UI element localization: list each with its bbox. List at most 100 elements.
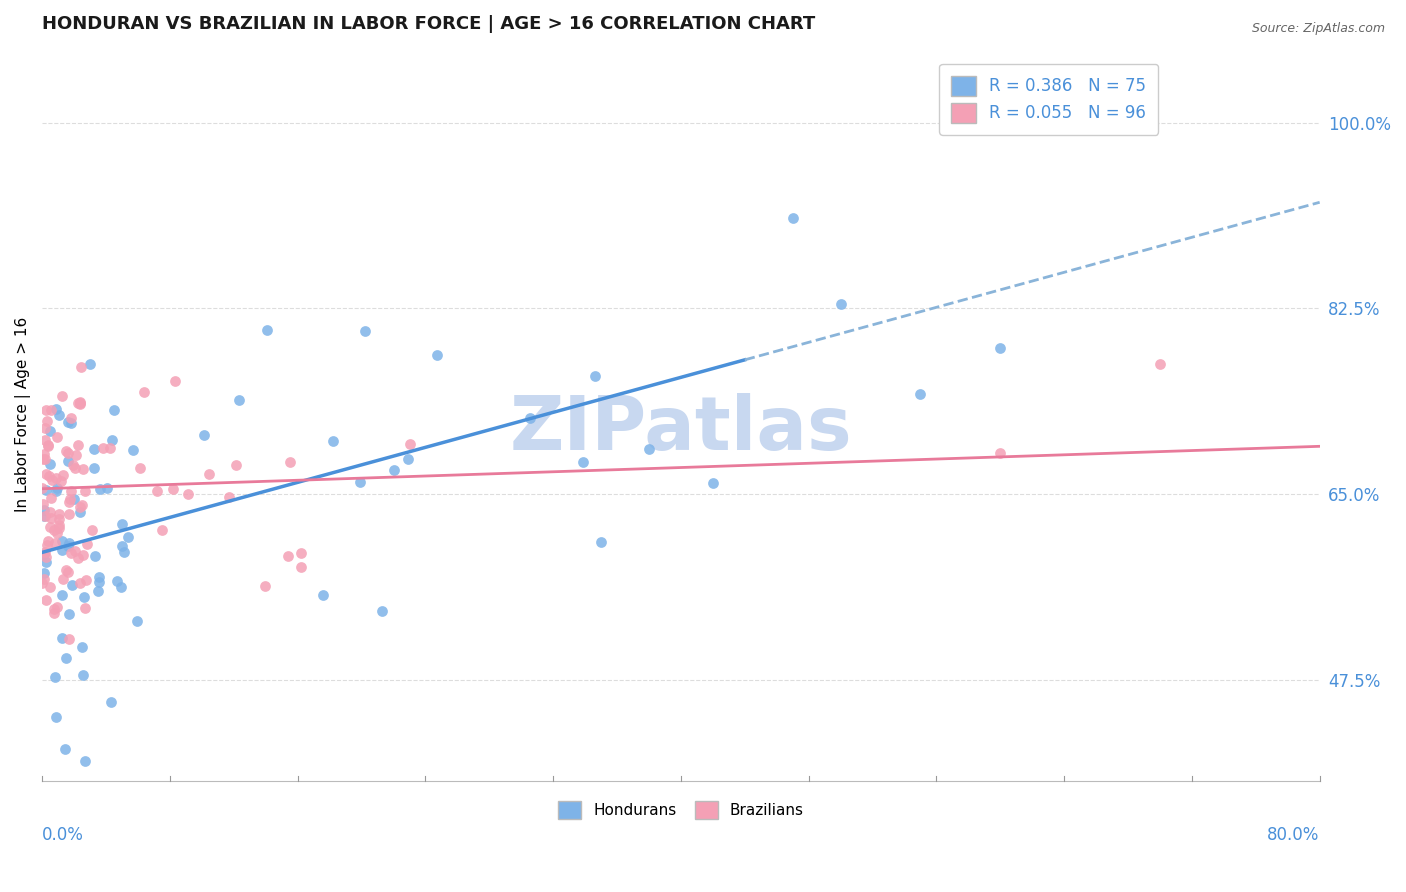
Point bbox=[69, 500, 91, 514]
Point bbox=[228, 393, 250, 408]
Point bbox=[62, 491, 84, 506]
Point bbox=[69, 575, 91, 590]
Point bbox=[37, 438, 59, 452]
Point bbox=[32, 572, 55, 586]
Point bbox=[52, 467, 75, 482]
Point bbox=[55, 651, 77, 665]
Y-axis label: In Labor Force | Age > 16: In Labor Force | Age > 16 bbox=[15, 317, 31, 512]
Point bbox=[49, 474, 72, 488]
Point bbox=[111, 540, 134, 554]
Point bbox=[72, 668, 94, 682]
Point bbox=[72, 462, 94, 476]
Point bbox=[277, 549, 299, 563]
Point bbox=[58, 607, 80, 622]
Point bbox=[253, 578, 276, 592]
Point bbox=[830, 297, 852, 311]
Point bbox=[589, 535, 612, 549]
Point bbox=[290, 546, 312, 560]
Point bbox=[69, 395, 91, 409]
Point bbox=[46, 430, 69, 444]
Point bbox=[42, 601, 65, 615]
Point bbox=[134, 384, 156, 399]
Point bbox=[91, 441, 114, 455]
Point bbox=[58, 540, 80, 554]
Point bbox=[35, 414, 58, 428]
Point bbox=[37, 534, 59, 549]
Point bbox=[225, 458, 247, 472]
Point bbox=[58, 495, 80, 509]
Point bbox=[44, 606, 66, 620]
Text: ZIPatlas: ZIPatlas bbox=[509, 392, 852, 466]
Point bbox=[83, 442, 105, 456]
Point bbox=[107, 574, 129, 588]
Point bbox=[70, 640, 93, 654]
Point bbox=[98, 442, 121, 456]
Point bbox=[910, 387, 932, 401]
Point bbox=[62, 458, 84, 472]
Point bbox=[31, 576, 53, 591]
Point bbox=[150, 523, 173, 537]
Point bbox=[86, 584, 108, 599]
Point bbox=[34, 421, 56, 435]
Point bbox=[349, 475, 371, 489]
Text: HONDURAN VS BRAZILIAN IN LABOR FORCE | AGE > 16 CORRELATION CHART: HONDURAN VS BRAZILIAN IN LABOR FORCE | A… bbox=[42, 15, 815, 33]
Point bbox=[60, 483, 83, 498]
Point bbox=[45, 471, 67, 485]
Point bbox=[32, 503, 55, 517]
Point bbox=[73, 590, 96, 604]
Point bbox=[34, 508, 56, 523]
Point bbox=[193, 428, 215, 442]
Point bbox=[32, 497, 55, 511]
Point bbox=[63, 543, 86, 558]
Point bbox=[117, 531, 139, 545]
Point bbox=[65, 448, 87, 462]
Point bbox=[353, 324, 375, 338]
Point bbox=[312, 588, 335, 602]
Point bbox=[100, 433, 122, 447]
Point bbox=[96, 481, 118, 495]
Point bbox=[702, 475, 724, 490]
Point bbox=[519, 410, 541, 425]
Point bbox=[73, 754, 96, 768]
Point bbox=[572, 455, 595, 469]
Point bbox=[51, 542, 73, 557]
Legend: Hondurans, Brazilians: Hondurans, Brazilians bbox=[551, 795, 810, 826]
Point bbox=[59, 410, 82, 425]
Point bbox=[34, 545, 56, 559]
Point bbox=[218, 490, 240, 504]
Point bbox=[322, 434, 344, 449]
Point bbox=[83, 461, 105, 475]
Point bbox=[89, 570, 111, 584]
Point bbox=[45, 482, 67, 496]
Point bbox=[45, 402, 67, 417]
Point bbox=[60, 578, 83, 592]
Point bbox=[146, 483, 169, 498]
Point bbox=[988, 342, 1011, 356]
Point bbox=[46, 600, 69, 615]
Point bbox=[426, 348, 449, 362]
Point bbox=[32, 547, 55, 561]
Point bbox=[38, 505, 60, 519]
Point bbox=[48, 521, 70, 535]
Point bbox=[44, 524, 66, 538]
Point bbox=[278, 455, 301, 469]
Point bbox=[63, 461, 86, 475]
Point bbox=[177, 487, 200, 501]
Point bbox=[55, 563, 77, 577]
Point bbox=[46, 525, 69, 540]
Point bbox=[44, 536, 66, 550]
Point bbox=[72, 548, 94, 562]
Point bbox=[39, 457, 62, 471]
Point bbox=[73, 601, 96, 615]
Point bbox=[35, 593, 58, 607]
Point bbox=[69, 505, 91, 519]
Point bbox=[382, 463, 405, 477]
Point bbox=[58, 507, 80, 521]
Point bbox=[48, 408, 70, 422]
Point bbox=[66, 551, 89, 566]
Point bbox=[112, 545, 135, 559]
Point bbox=[59, 492, 82, 507]
Point bbox=[69, 360, 91, 375]
Point bbox=[1149, 357, 1171, 371]
Point bbox=[31, 452, 53, 467]
